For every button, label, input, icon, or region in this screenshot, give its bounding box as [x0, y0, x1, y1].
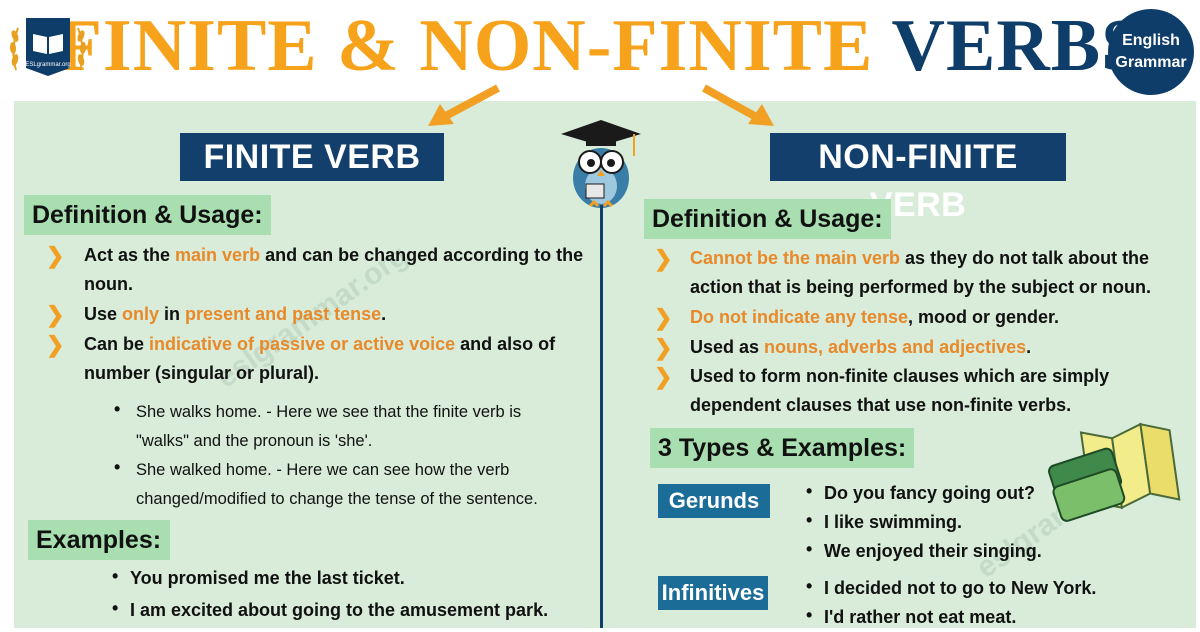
badge-line-2: Grammar — [1115, 54, 1187, 71]
gerund-example-3: We enjoyed their singing. — [824, 541, 1042, 561]
finite-definition-label: Definition & Usage: — [24, 195, 271, 235]
text-run: Can be — [84, 334, 150, 354]
text-run: dependent clauses that use non-finite ve… — [690, 395, 1072, 415]
gerund-example-1: Do you fancy going out? — [824, 483, 1035, 503]
text-run: She walks home. - Here we see that the f… — [136, 403, 522, 421]
center-divider — [600, 205, 603, 628]
chevron-bullet-icon: ❯ — [654, 335, 673, 360]
bullet-dot: • — [806, 539, 813, 559]
highlight-run: present and past tense — [185, 304, 382, 324]
chevron-bullet-icon: ❯ — [654, 364, 673, 389]
nonfinite-bullet-4: Used to form non-finite clauses which ar… — [690, 362, 1190, 420]
bullet-dot: • — [806, 605, 813, 625]
text-run: number (singular or plural). — [84, 363, 320, 383]
arrow-left-icon — [428, 84, 500, 126]
finite-ex-1: You promised me the last ticket. — [130, 568, 405, 588]
text-run: action that is being performed by the su… — [690, 277, 1152, 297]
finite-example-1: She walks home. - Here we see that the f… — [136, 398, 596, 456]
svg-text:ESLgrammar.org: ESLgrammar.org — [25, 62, 70, 68]
nonfinite-bullet-1: Cannot be the main verb as they do not t… — [690, 244, 1190, 302]
finite-bullet-1: Act as the main verb and can be changed … — [84, 241, 594, 299]
finite-verb-heading: FINITE VERB — [180, 133, 444, 181]
gerund-example-2: I like swimming. — [824, 512, 963, 532]
nonfinite-bullet-2: Do not indicate any tense, mood or gende… — [690, 303, 1190, 332]
highlight-run: Cannot be the main verb — [690, 248, 901, 268]
text-run: Use — [84, 304, 123, 324]
arrow-right-icon — [702, 84, 774, 126]
text-run: in — [159, 304, 186, 324]
owl-graduate-icon — [561, 120, 641, 208]
chevron-bullet-icon: ❯ — [46, 243, 65, 268]
bullet-dot: • — [806, 510, 813, 530]
text-run: She walked home. - Here we can see how t… — [136, 461, 510, 479]
bullet-dot: • — [114, 399, 121, 419]
highlight-run: indicative of passive or active voice — [149, 334, 456, 354]
bullet-dot: • — [112, 598, 119, 618]
infinitives-tag: Infinitives — [658, 576, 768, 610]
infinitive-example-1: I decided not to go to New York. — [824, 578, 1097, 598]
bullet-dot: • — [806, 576, 813, 596]
chevron-bullet-icon: ❯ — [46, 332, 65, 357]
finite-examples-label: Examples: — [28, 520, 170, 560]
highlight-run: nouns, adverbs and adjectives — [764, 337, 1027, 357]
text-run: Act as the — [84, 245, 176, 265]
bullet-dot: • — [114, 457, 121, 477]
text-run: changed/modified to change the tense of … — [136, 490, 538, 508]
text-run: as they do not talk about the — [900, 248, 1150, 268]
highlight-run: only — [122, 304, 160, 324]
text-run: . — [381, 304, 387, 324]
nonfinite-bullet-3: Used as nouns, adverbs and adjectives. — [690, 333, 1190, 362]
finite-bullet-2: Use only in present and past tense. — [84, 300, 594, 329]
chevron-bullet-icon: ❯ — [654, 246, 673, 271]
finite-example-2: She walked home. - Here we can see how t… — [136, 456, 596, 514]
book-logo-icon: ESLgrammar.org — [9, 18, 87, 76]
open-books-icon — [1048, 422, 1181, 522]
non-finite-verb-heading: NON-FINITE VERB — [770, 133, 1066, 224]
text-run: noun. — [84, 274, 133, 294]
text-run: and can be changed according to the — [260, 245, 584, 265]
finite-ex-2: I am excited about going to the amusemen… — [130, 600, 549, 620]
nonfinite-definition-label: Definition & Usage: — [644, 199, 891, 239]
highlight-run: main verb — [175, 245, 261, 265]
page-title: FINITE & NON-FINITE VERBS — [0, 0, 1200, 96]
text-run: and also of — [455, 334, 556, 354]
badge-line-1: English — [1122, 32, 1180, 49]
chevron-bullet-icon: ❯ — [654, 305, 673, 330]
gerunds-tag: Gerunds — [658, 484, 770, 518]
english-grammar-badge[interactable]: English Grammar — [1108, 9, 1194, 95]
text-run: , mood or gender. — [908, 307, 1060, 327]
bullet-dot: • — [806, 481, 813, 501]
title-part-2: VERBS — [891, 5, 1144, 87]
highlight-run: Do not indicate any tense — [690, 307, 909, 327]
text-run: . — [1026, 337, 1032, 357]
header: FINITE & NON-FINITE VERBS ESLgrammar.org — [0, 0, 1200, 100]
title-part-1: FINITE & NON-FINITE — [56, 5, 874, 87]
bullet-dot: • — [112, 566, 119, 586]
text-run: "walks" and the pronoun is 'she'. — [136, 432, 373, 450]
chevron-bullet-icon: ❯ — [46, 302, 65, 327]
finite-bullet-3: Can be indicative of passive or active v… — [84, 330, 594, 388]
text-run: Used as — [690, 337, 765, 357]
infinitive-example-2: I'd rather not eat meat. — [824, 607, 1017, 627]
types-label: 3 Types & Examples: — [650, 428, 915, 468]
text-run: Used to form non-finite clauses which ar… — [690, 366, 1110, 386]
site-logo[interactable]: ESLgrammar.org — [6, 10, 90, 84]
